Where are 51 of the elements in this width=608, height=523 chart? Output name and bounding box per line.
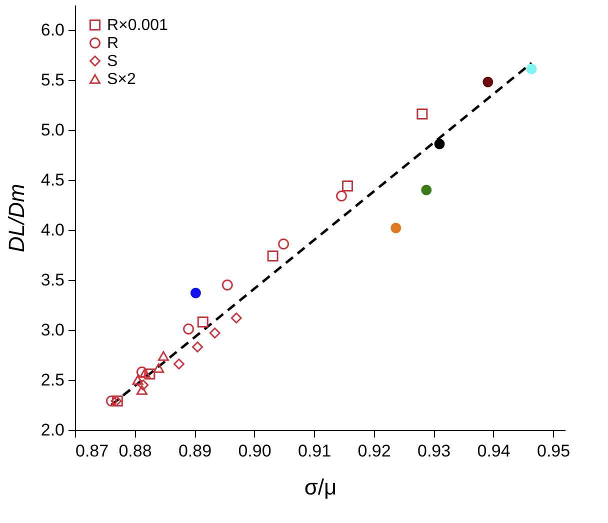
legend-label: S <box>107 53 118 70</box>
y-tick-label: 3.5 <box>40 270 64 290</box>
point <box>153 363 164 373</box>
x-tick-label: 0.90 <box>238 442 272 460</box>
y-tick-label: 4.5 <box>40 170 64 190</box>
point <box>267 250 278 262</box>
point <box>192 342 203 352</box>
point <box>342 180 353 192</box>
x-tick-label: 0.94 <box>477 442 510 460</box>
x-tick-label: 0.91 <box>298 442 332 460</box>
y-axis-title: DL/Dm <box>4 184 29 252</box>
legend-label: R×0.001 <box>107 17 168 34</box>
point <box>416 108 428 120</box>
point <box>222 280 233 290</box>
point <box>230 312 242 324</box>
point <box>197 316 208 328</box>
point <box>434 138 445 150</box>
point <box>526 64 537 74</box>
point <box>173 358 184 370</box>
y-tick-label: 2.0 <box>40 420 64 440</box>
x-tick-label: 0.89 <box>178 442 212 460</box>
x-tick-label: 0.88 <box>118 442 152 460</box>
point <box>190 288 201 298</box>
y-tick-label: 2.5 <box>40 370 64 390</box>
point <box>106 396 117 406</box>
point <box>421 184 432 196</box>
y-tick-label: 3.0 <box>40 320 64 340</box>
x-tick-label: 0.93 <box>417 442 451 460</box>
point <box>144 368 156 380</box>
legend-label: R <box>107 35 119 52</box>
point <box>183 324 194 334</box>
y-tick-label: 4.0 <box>40 220 64 240</box>
point <box>390 222 402 234</box>
x-axis-title: σ/μ <box>304 474 337 500</box>
point <box>136 385 148 395</box>
point <box>209 328 220 338</box>
x-tick-label: 0.87 <box>76 442 109 460</box>
point <box>138 380 149 390</box>
point <box>278 238 290 250</box>
y-tick-label: 5.0 <box>40 120 64 140</box>
x-tick-label: 0.95 <box>537 442 570 460</box>
point <box>158 351 169 361</box>
point <box>136 366 148 378</box>
legend-label: S×2 <box>107 71 136 88</box>
y-tick-label: 5.5 <box>40 70 64 90</box>
y-tick-label: 6.0 <box>40 20 64 40</box>
point <box>482 76 494 88</box>
x-tick-label: 0.92 <box>358 442 391 460</box>
point <box>132 375 144 385</box>
point <box>336 190 348 202</box>
point <box>139 368 150 378</box>
